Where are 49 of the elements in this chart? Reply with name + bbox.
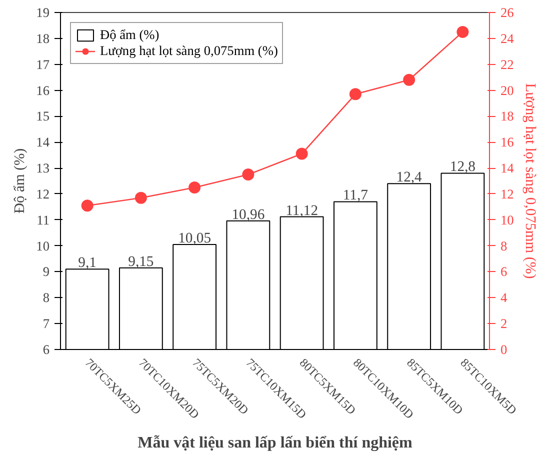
point [188,181,201,194]
y2-tick-label: 20 [500,82,514,98]
x-axis-title: Mẫu vật liệu san lấp lấn biển thí nghiệm [138,434,414,452]
y2-tick-label: 0 [500,342,508,357]
y-tick-label: 14 [36,134,50,150]
data-label: 10,05 [178,230,212,247]
y-tick-label: 9 [42,264,50,280]
point [296,148,308,160]
y2-tick-label: 18 [500,108,514,124]
y-tick-label: 12 [36,186,50,202]
y2-tick-label: 6 [500,264,508,280]
y-tick-label: 15 [36,108,50,124]
y2-tick-label: 16 [500,134,514,150]
y2-tick-label: 26 [500,5,514,20]
y-tick-label: 16 [36,82,50,98]
data-label: 12,8 [450,159,476,176]
legend-label: Lượng hạt lọt sàng 0,075mm (%) [100,43,278,59]
point [456,26,469,38]
y2-tick-label: 4 [500,290,508,306]
point [81,200,94,212]
data-label: 11,7 [342,188,368,204]
data-label: 9,15 [128,254,154,270]
y-tick-label: 6 [42,342,50,357]
y-tick-label: 7 [42,316,50,332]
legend-label: Độ ẩm (%) [100,27,160,43]
y2-tick-label: 24 [500,30,514,46]
y2-tick-label: 10 [500,212,514,228]
y-tick-label: 18 [36,30,50,46]
y-tick-label: 11 [36,212,50,228]
point [242,168,254,181]
y2-tick-label: 8 [500,238,508,254]
y-axis-title: Độ ẩm (%) [12,148,28,214]
point [403,74,416,86]
y2-tick-label: 22 [500,56,514,72]
y2-axis-title: Lượng hạt lọt sàng 0,075mm (%) [522,83,538,279]
y2-tick-label: 2 [500,316,508,332]
y2-tick-label: 12 [500,186,514,202]
y-tick-label: 10 [36,238,50,254]
y-tick-label: 17 [36,56,50,72]
data-label: 12,4 [396,170,423,186]
data-label: 10,96 [232,206,265,223]
y2-tick-label: 14 [500,160,514,176]
y-tick-label: 13 [36,160,50,176]
y-tick-label: 19 [36,5,50,20]
data-label: 9,1 [78,255,96,272]
point [349,88,362,100]
point [134,192,147,204]
y-tick-label: 8 [42,290,50,306]
data-label: 11,12 [286,202,318,219]
